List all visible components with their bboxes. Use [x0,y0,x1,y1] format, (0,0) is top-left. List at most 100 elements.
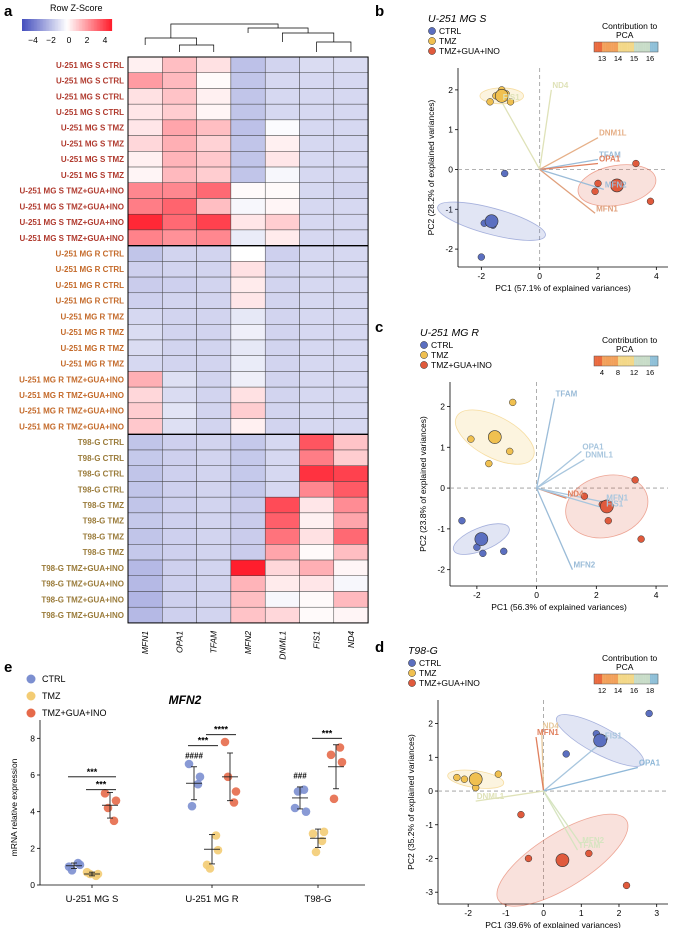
data-point [622,881,631,890]
heatmap-cell [299,402,335,419]
data-point [109,816,119,826]
colorbar-segment [621,674,623,684]
loading-label: TFAM [599,151,621,160]
heatmap-cell [264,324,300,341]
heatmap-cell [333,371,369,388]
dendrogram-root [170,23,279,38]
heatmap-cell [127,528,163,545]
legend-label: CTRL [419,658,441,668]
heatmap-cell [230,213,266,231]
heatmap-row-label: T98-G TMZ [83,532,124,541]
heatmap-cell [196,434,232,451]
data-point [494,770,502,778]
colorbar-segment [611,356,614,366]
data-point [485,459,493,468]
loading-arrow [539,89,552,170]
heatmap-cell [299,512,335,529]
x-tick-label: 2 [594,590,599,600]
heatmap-cell [230,434,266,451]
colorbar-segment [597,674,599,684]
heatmap-cell [230,276,266,294]
color-key-segment [50,19,53,31]
heatmap-cell [162,56,197,73]
loading-label: MFN1 [606,493,628,502]
colorbar-segment [645,674,647,684]
data-point [195,772,205,782]
colorbar-tick: 14 [614,54,622,63]
data-point [335,743,345,752]
legend-label: TMZ+GUA+INO [439,46,500,56]
y-tick-label: 1 [428,752,433,762]
loading-label: MFN2 [582,836,604,845]
colorbar-tick: 13 [598,54,606,63]
loading-arrow [539,162,599,171]
group-centroid [494,89,509,103]
loading-arrow [541,730,545,792]
significance-label: #### [185,752,203,761]
colorbar-title: PCA [616,30,634,40]
heatmap-cell [333,229,369,246]
heatmap-cell [299,166,335,183]
heatmap-cell [333,496,369,514]
y-tick-label: 2 [448,85,453,95]
heatmap-column-label: MFN1 [140,631,150,654]
heatmap-row-label: U-251 MG R TMZ+GUA+INO [19,407,124,416]
heatmap-cell [127,261,163,278]
data-point [100,789,110,798]
heatmap-cell [162,465,197,482]
heatmap-row-label: T98-G TMZ+GUA+INO [41,564,124,573]
colorbar-segment [630,674,633,684]
heatmap-cell [196,182,232,199]
heatmap-row-label: T98-G CTRL [78,454,124,463]
heatmap-cell [299,135,335,152]
color-key-segment [65,19,68,31]
color-key-segment [71,19,74,31]
heatmap-row-label: U-251 MG R TMZ [60,312,124,321]
heatmap-cell [196,512,232,529]
data-point [231,787,241,796]
color-key-segment [107,19,110,31]
dotplot-title: MFN2 [169,693,202,707]
y-tick-label: 1 [440,442,445,452]
heatmap-cell [333,418,369,435]
heatmap-cell [333,245,369,262]
loading-arrow [536,487,574,570]
heatmap-cell [127,119,163,136]
heatmap-cell [299,103,335,121]
legend-label: CTRL [439,26,461,36]
colorbar-tick: 14 [614,686,622,695]
heatmap-cell [127,339,163,356]
heatmap-cell [230,402,266,419]
colorbar-tick: 8 [616,368,620,377]
legend-marker [408,679,416,687]
x-tick-label: 4 [654,590,659,600]
colorbar-segment [630,356,633,366]
heatmap-cell [299,339,335,356]
heatmap-cell [162,151,197,168]
heatmap-cell [299,371,335,388]
significance-label: *** [87,767,98,777]
heatmap-cell [299,528,335,545]
y-tick-label: -1 [445,204,453,214]
colorbar-segment [594,674,596,684]
legend-marker [428,37,436,45]
group-centroid [599,499,614,514]
heatmap-column-label: OPA1 [174,631,184,653]
heatmap-cell [127,213,163,231]
pca-title: U-251 MG R [420,327,479,339]
colorbar-segment [643,674,646,684]
data-point [591,187,599,196]
loading-label: MFN1 [537,728,559,737]
data-point [458,517,466,525]
heatmap-cell [230,182,266,199]
heatmap-cell [162,481,197,498]
heatmap-cell [230,512,266,529]
color-key-segment [68,19,71,31]
colorbar-segment [603,356,606,366]
colorbar-tick: 12 [630,368,638,377]
colorbar-segment [618,356,620,366]
heatmap-cell [127,434,163,451]
loading-arrow [543,739,605,792]
heatmap-cell [299,575,335,592]
color-key-segment [89,19,92,31]
